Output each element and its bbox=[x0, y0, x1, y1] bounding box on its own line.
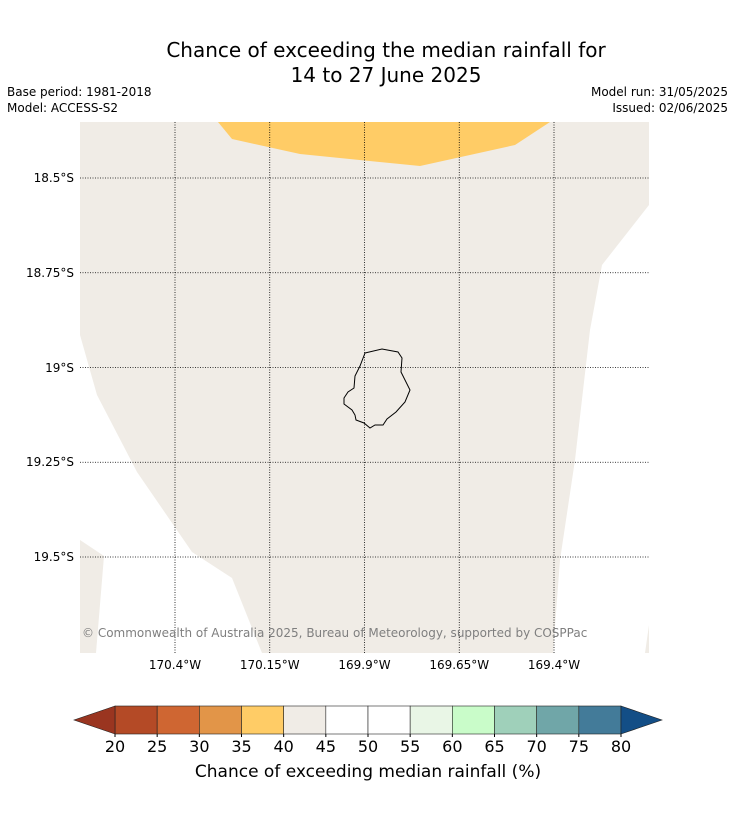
colorbar-tick-label: 35 bbox=[231, 737, 252, 756]
colorbar-tick-label: 60 bbox=[442, 737, 463, 756]
left-metadata: Base period: 1981-2018 Model: ACCESS-S2 bbox=[7, 84, 152, 116]
longitude-label: 169.65°W bbox=[429, 658, 490, 672]
colorbar-tick-label: 50 bbox=[357, 737, 379, 756]
model-run-text: Model run: 31/05/2025 bbox=[590, 85, 728, 99]
copyright-notice: © Commonwealth of Australia 2025, Bureau… bbox=[82, 626, 588, 640]
colorbar-tick-label: 30 bbox=[189, 737, 210, 756]
latitude-label: 18.5°S bbox=[33, 171, 74, 185]
colorbar-tick-label: 25 bbox=[146, 737, 168, 756]
colorbar-tick-label: 65 bbox=[484, 737, 505, 756]
probability-region-40-45-southwest bbox=[80, 540, 104, 653]
longitude-label: 169.4°W bbox=[527, 658, 581, 672]
latitude-label: 19.25°S bbox=[26, 455, 74, 470]
map-frame bbox=[80, 122, 649, 653]
colorbar-tick-label: 20 bbox=[104, 737, 126, 756]
title-line-2: 14 to 27 June 2025 bbox=[290, 63, 482, 87]
longitude-label: 170.4°W bbox=[148, 658, 202, 672]
probability-region-40-45-southeast bbox=[645, 625, 649, 653]
base-period-text: Base period: 1981-2018 bbox=[7, 85, 152, 99]
colorbar-tick-label: 75 bbox=[568, 737, 590, 756]
right-metadata: Model run: 31/05/2025 Issued: 02/06/2025 bbox=[591, 84, 728, 116]
colorbar-tick-label: 55 bbox=[399, 737, 421, 756]
latitude-label: 18.75°S bbox=[26, 265, 74, 280]
niue-island-outline bbox=[343, 348, 411, 429]
map-title: Chance of exceeding the median rainfall … bbox=[0, 38, 736, 88]
model-text: Model: ACCESS-S2 bbox=[7, 101, 119, 115]
gridlines bbox=[80, 122, 649, 653]
colorbar-tick-label: 40 bbox=[273, 737, 294, 756]
colorbar-tick-label: 45 bbox=[315, 737, 337, 756]
longitude-label: 169.9°W bbox=[338, 658, 391, 672]
colorbar-tick-label: 70 bbox=[526, 737, 547, 756]
colorbar-label: Chance of exceeding median rainfall (%) bbox=[194, 762, 542, 782]
latitude-label: 19.5°S bbox=[33, 550, 74, 564]
latitude-label: 19°S bbox=[45, 360, 74, 375]
title-line-1: Chance of exceeding the median rainfall … bbox=[166, 38, 606, 62]
longitude-label: 170.15°W bbox=[239, 658, 300, 672]
issued-text: Issued: 02/06/2025 bbox=[612, 101, 728, 115]
probability-region-35-40 bbox=[218, 122, 550, 166]
colorbar-tick-label: 80 bbox=[610, 737, 632, 756]
